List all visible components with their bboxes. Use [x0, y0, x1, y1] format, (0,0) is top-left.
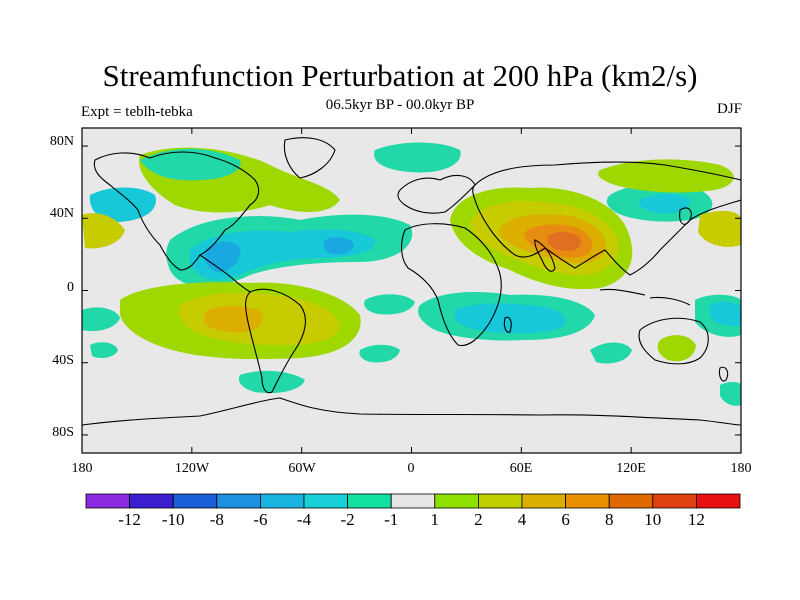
colorbar-swatch: [652, 493, 697, 509]
colorbar-swatch: [347, 493, 392, 509]
colorbar-swatch: [172, 493, 218, 509]
lat-label-eq: 0: [67, 280, 74, 295]
experiment-label: Expt = teblh-tebka: [81, 104, 193, 120]
coastline-new-zealand: [718, 366, 729, 382]
contour-positive-australia: [657, 335, 696, 362]
contour-negative-east-asia-core: [639, 194, 691, 214]
colorbar-label: -10: [161, 510, 185, 529]
contour-negative-greenland: [374, 142, 461, 173]
colorbar-swatch: [477, 493, 523, 509]
coastlines: [82, 137, 741, 426]
lat-label-40n: 40N: [49, 206, 74, 221]
colorbar-swatch: [565, 493, 610, 509]
coastline-asia: [472, 161, 741, 276]
colorbar-swatch: [85, 493, 130, 509]
colorbar-label: -2: [340, 510, 355, 529]
contour-negative-west-pacific-south-core: [710, 302, 741, 326]
colorbar-swatch: [696, 493, 741, 509]
contour-positive-asia-core: [547, 232, 582, 252]
colorbar-swatch: [129, 493, 174, 509]
lon-label-180w: 180: [71, 461, 93, 476]
coastline-central-america: [199, 254, 251, 293]
contour-negative-south-atlantic-inner: [455, 303, 566, 334]
coastline-north-america: [93, 151, 260, 271]
colorbar: [85, 493, 741, 509]
colorbar-label: -4: [296, 510, 312, 529]
contour-negative-canada: [140, 148, 241, 181]
lon-label-180e: 180: [730, 461, 752, 476]
contour-positive-europe: [261, 180, 320, 207]
colorbar-label: 10: [644, 510, 662, 529]
contour-positive-sepacific-4: [204, 306, 263, 333]
colorbar-label: -1: [384, 510, 399, 529]
contour-negative-far-south-east: [720, 381, 741, 406]
contour-negative-south-pacific: [82, 307, 120, 332]
contour-negative-southern-ocean: [238, 370, 305, 394]
lat-label-40s: 40S: [52, 353, 74, 368]
lon-label-120w: 120W: [174, 461, 210, 476]
contour-negative-south-atlantic-west: [364, 294, 415, 315]
contour-negative-indian-ocean: [590, 342, 632, 364]
colorbar-swatch: [521, 493, 566, 509]
colorbar-label: 2: [474, 510, 483, 529]
contour-negative-south-atlantic-sw: [359, 344, 400, 363]
coastline-south-america: [245, 288, 306, 394]
contour-positive-west-pacific-edge: [82, 213, 125, 249]
chart-subtitle: 06.5kyr BP - 00.0kyr BP: [325, 97, 475, 113]
contour-negative-south-pacific-2: [90, 342, 118, 358]
lat-label-80s: 80S: [52, 425, 74, 440]
lat-label-80n: 80N: [49, 134, 74, 149]
coastline-greenland: [283, 137, 336, 179]
lon-label-120e: 120E: [616, 461, 646, 476]
colorbar-label: 6: [561, 510, 570, 529]
coastline-india: [534, 239, 556, 272]
axis-ticks: [81, 128, 742, 453]
contour-positive-east-pacific-edge: [698, 210, 741, 247]
lon-label-0: 0: [407, 461, 415, 476]
coastline-japan: [679, 207, 692, 225]
colorbar-label: 12: [687, 510, 705, 529]
lon-label-60w: 60W: [288, 461, 316, 476]
colorbar-swatch: [303, 493, 348, 509]
contour-positive-north-asia: [598, 159, 734, 193]
colorbar-label: 8: [604, 510, 614, 529]
colorbar-swatch: [434, 493, 479, 509]
colorbar-label: -12: [118, 510, 141, 529]
coastline-indonesia: [599, 288, 691, 306]
contour-fields: [82, 142, 741, 406]
colorbar-label: 1: [430, 510, 440, 529]
colorbar-swatch: [259, 493, 305, 509]
coastline-australia: [638, 317, 709, 365]
colorbar-label: 4: [517, 510, 527, 529]
coastline-europe: [397, 174, 476, 214]
coastline-antarctica: [82, 397, 741, 426]
colorbar-label: -6: [253, 510, 268, 529]
colorbar-swatch: [608, 493, 654, 509]
contour-negative-atlantic-core-2: [323, 237, 354, 255]
coastline-madagascar: [503, 316, 512, 333]
season-label: DJF: [716, 101, 742, 117]
colorbar-label: -8: [209, 510, 224, 529]
colorbar-swatch: [216, 493, 261, 509]
chart-title: Streamfunction Perturbation at 200 hPa (…: [102, 58, 698, 93]
colorbar-swatch: [390, 493, 436, 509]
coastline-africa: [401, 223, 502, 347]
lon-label-60e: 60E: [509, 461, 533, 476]
